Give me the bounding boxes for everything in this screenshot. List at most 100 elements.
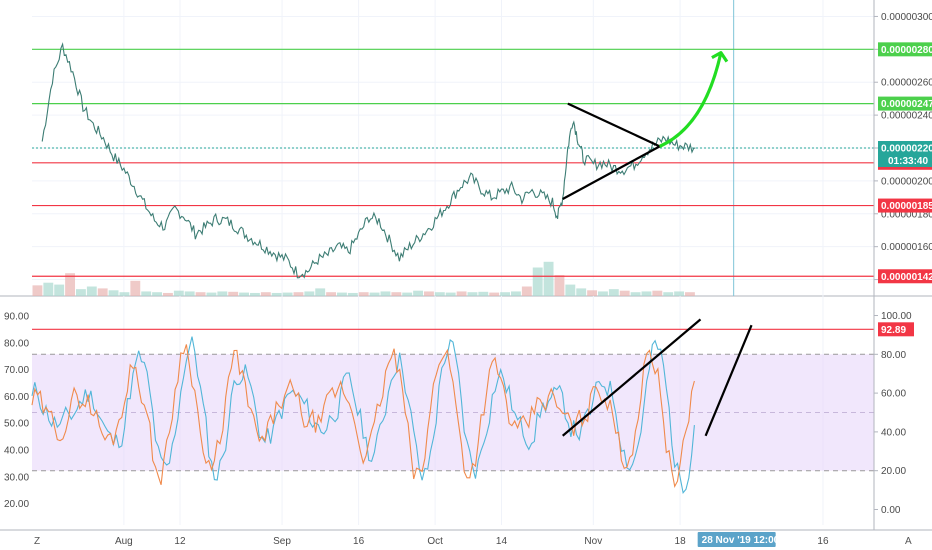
volume-bar: [239, 292, 250, 296]
level-tag-text: 0.00000247: [881, 99, 932, 110]
volume-bar: [565, 284, 576, 296]
price-tick-label: 0.00000260: [881, 78, 932, 89]
price-tick-label: 0.00000180: [881, 209, 932, 220]
volume-bar: [337, 292, 347, 296]
volume-bar: [86, 286, 97, 296]
level-tag-background: [878, 96, 932, 111]
volume-bar: [304, 291, 315, 296]
level-price-tag: 0.00000247: [878, 96, 932, 111]
volume-bar: [347, 292, 358, 296]
oscillator-level-text: 92.89: [881, 325, 906, 336]
time-tick-label: Aug: [115, 536, 133, 547]
level-price-tag: 0.00000142: [878, 269, 932, 284]
volume-bar: [32, 285, 43, 296]
volume-bar: [282, 292, 293, 296]
volume-bar: [163, 292, 173, 296]
volume-bar: [184, 291, 195, 296]
volume-bar: [521, 286, 532, 296]
volume-bar: [674, 291, 685, 296]
volume-bar: [76, 289, 86, 296]
oscillator-left-tick-label: 60.00: [4, 392, 29, 403]
triangle-trendline[interactable]: [567, 102, 661, 148]
volume-bar: [369, 292, 380, 296]
triangle-trendline[interactable]: [562, 145, 661, 200]
time-tick-label: 18: [675, 536, 687, 547]
volume-bar: [130, 280, 141, 296]
level-price-tag: 0.00000185: [878, 198, 932, 213]
oscillator-level-tag: 92.89: [878, 322, 914, 337]
oscillator-trendline[interactable]: [704, 324, 753, 437]
volume-bar: [358, 292, 369, 296]
auto-scale-toggle[interactable]: A: [905, 536, 912, 547]
volume-bar: [54, 284, 65, 296]
crosshair-time-tag: 28 Nov '19 12:00: [697, 532, 780, 547]
volume-bar: [119, 292, 130, 296]
oscillator-left-tick-label: 80.00: [4, 338, 29, 349]
oscillator-left-tick-label: 50.00: [4, 419, 29, 430]
time-tick-label: 14: [496, 536, 508, 547]
time-tick-label: Nov: [584, 536, 602, 547]
oscillator-left-tick-label: 30.00: [4, 472, 29, 483]
volume-bar: [641, 291, 652, 296]
price-chart-layer: [32, 0, 874, 296]
level-tag-text: 0.00000185: [881, 201, 932, 212]
oscillator-left-tick-label: 40.00: [4, 446, 29, 457]
volume-bar: [217, 291, 228, 296]
crosshair-time: 12:00: [754, 535, 780, 546]
oscillator-chart-layer: [31, 318, 874, 494]
volume-bar: [554, 275, 565, 296]
volume-bar: [500, 292, 511, 296]
time-tick-label: Oct: [427, 536, 443, 547]
oscillator-tick-label: 40.00: [881, 427, 906, 438]
price-tick-label: 0.00000160: [881, 242, 932, 253]
volume-bar: [434, 292, 445, 296]
timezone-toggle[interactable]: Z: [34, 536, 40, 547]
volume-bar: [293, 292, 304, 296]
volume-bar: [598, 291, 608, 296]
oscillator-pane[interactable]: [32, 353, 874, 472]
last-price-value: 0.00000220: [881, 144, 932, 155]
oscillator-left-tick-label: 20.00: [4, 499, 29, 510]
oscillator-tick-label: 20.00: [881, 466, 906, 477]
volume-bar: [391, 292, 402, 296]
oscillator-trendline[interactable]: [562, 318, 702, 437]
volume-bar: [543, 261, 554, 296]
volume-bar: [195, 292, 206, 296]
volume-bar: [608, 289, 619, 296]
level-tag-text: 0.00000280: [881, 45, 932, 56]
price-tick-label: 0.00000240: [881, 111, 932, 122]
volume-bar: [65, 273, 76, 296]
volume-bar: [663, 292, 674, 296]
oscillator-tick-label: 0.00: [881, 505, 901, 516]
oscillator-left-tick-label: 70.00: [4, 365, 29, 376]
projection-arrow-head: [711, 51, 729, 63]
volume-bar: [576, 288, 587, 296]
last-price-background: [878, 141, 932, 167]
volume-bar: [587, 290, 598, 296]
price-series-line[interactable]: [41, 42, 696, 279]
price-tick-label: 0.00000300: [881, 12, 932, 23]
volume-bar: [424, 291, 434, 296]
volume-bar: [532, 267, 543, 296]
volume-bar: [685, 292, 695, 296]
crosshair-time-background: [697, 532, 776, 547]
volume-bar: [173, 290, 184, 296]
level-tag-background: [878, 198, 932, 213]
projection-arrow[interactable]: [659, 52, 723, 148]
volume-bar: [652, 290, 663, 296]
oscillator-slow-line[interactable]: [31, 344, 695, 489]
volume-bar: [97, 288, 108, 296]
volume-bar: [141, 291, 152, 296]
volume-bar: [445, 292, 456, 296]
oscillator-tick-label: 100.00: [881, 311, 912, 322]
volume-bar: [380, 291, 391, 296]
volume-bar: [489, 292, 500, 296]
time-tick-label: 12: [174, 536, 186, 547]
volume-bar: [478, 291, 489, 296]
volume-bar: [456, 291, 467, 296]
volume-bar: [271, 292, 282, 296]
volume-bar: [467, 292, 478, 296]
